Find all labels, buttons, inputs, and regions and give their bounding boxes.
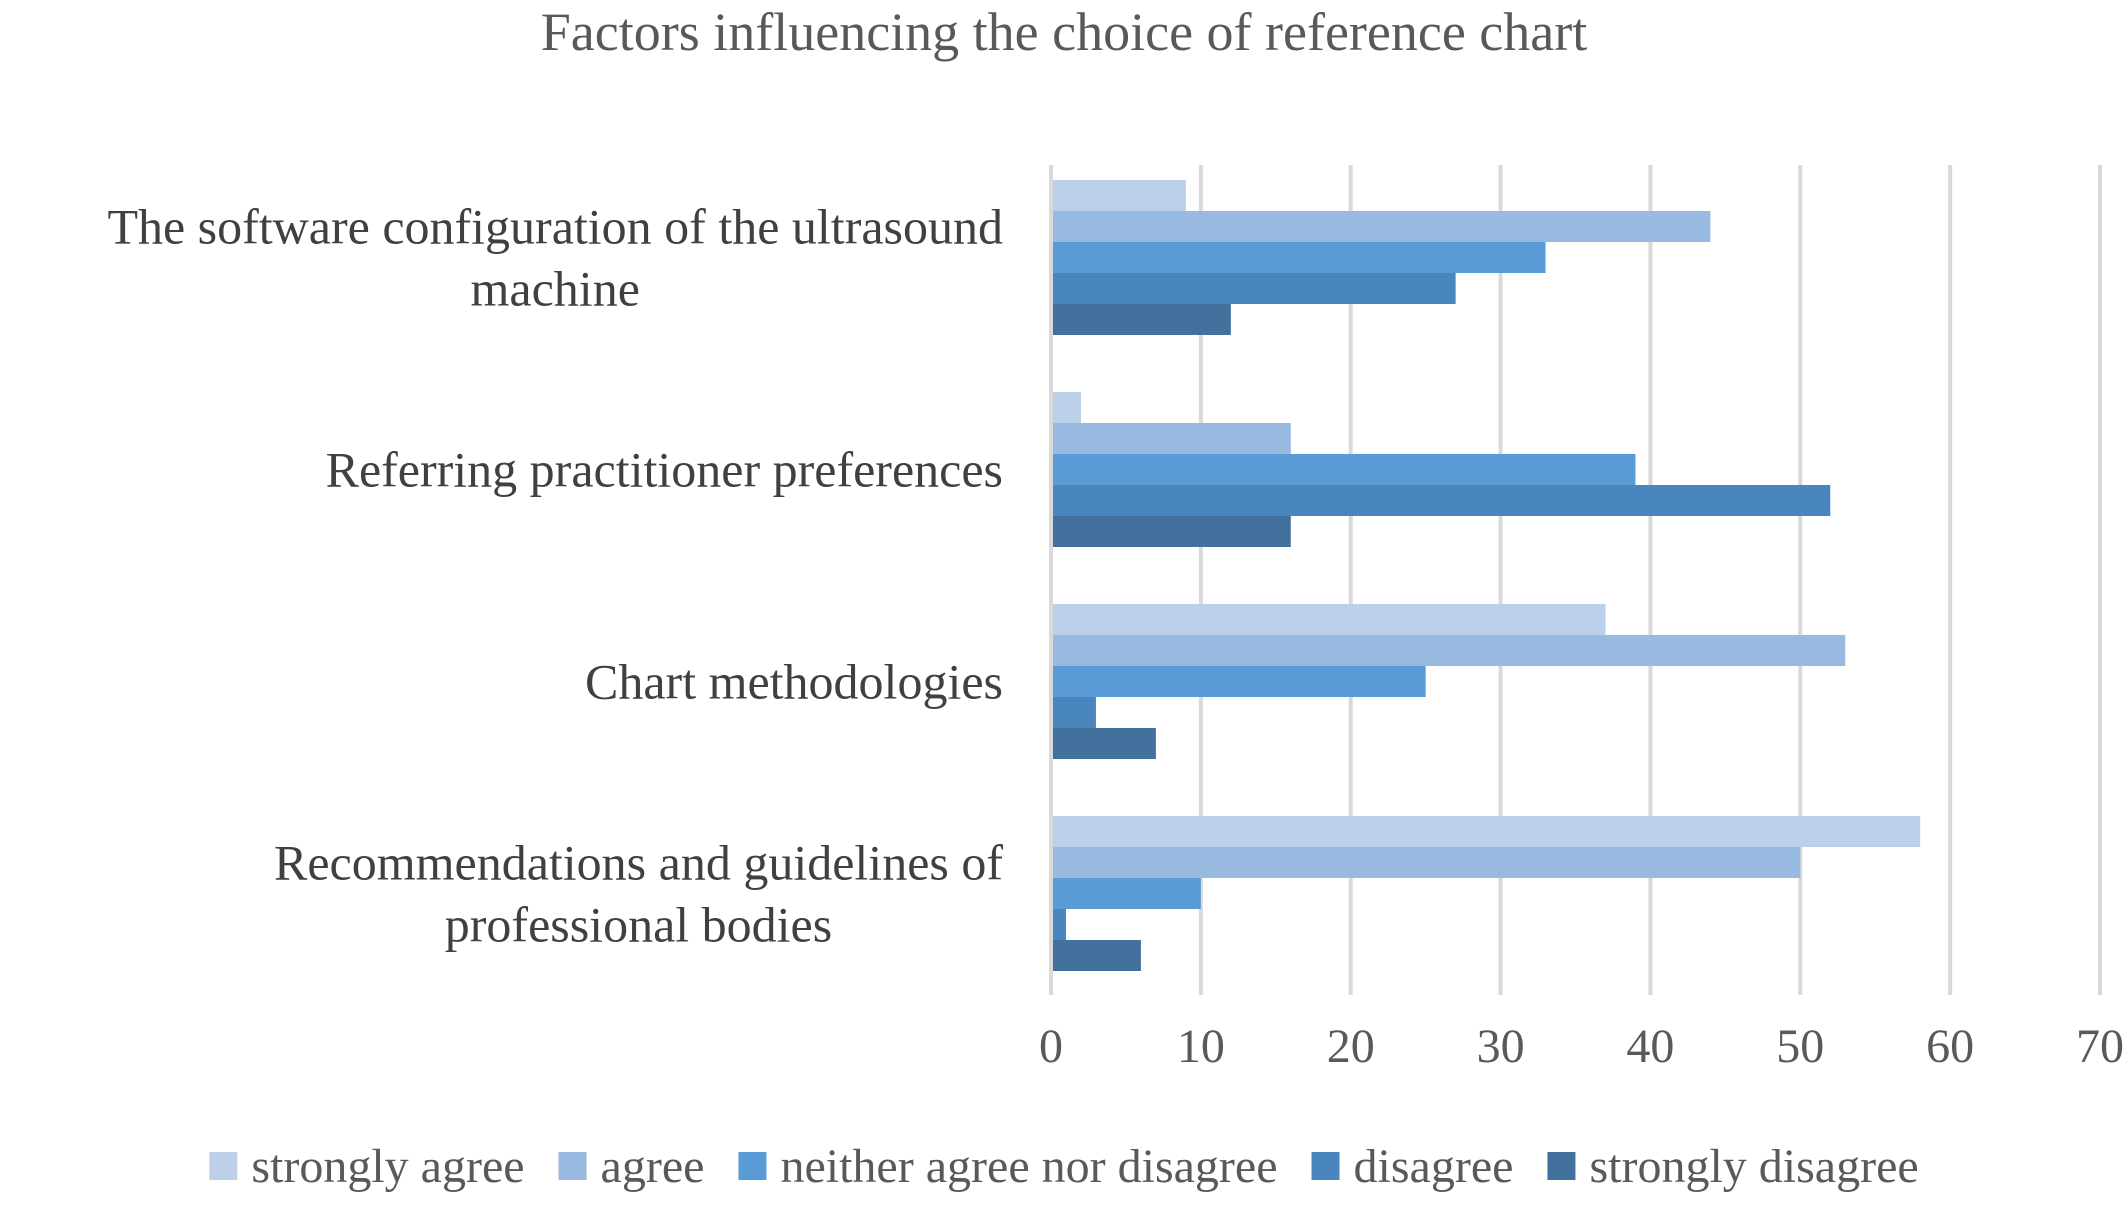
bar [1053, 635, 1846, 666]
x-tick-label: 50 [1776, 1020, 1824, 1073]
legend-label: strongly agree [251, 1140, 524, 1193]
bar [1053, 242, 1546, 273]
legend-item: strongly disagree [1547, 1140, 1919, 1193]
bar [1053, 697, 1096, 728]
x-tick-label: 0 [1039, 1020, 1063, 1073]
x-tick-label: 20 [1327, 1020, 1375, 1073]
x-tick-label: 60 [1926, 1020, 1974, 1073]
bar [1053, 666, 1426, 697]
category-label: Chart methodologies [585, 654, 1003, 710]
bar [1053, 211, 1711, 242]
x-tick-label: 30 [1477, 1020, 1525, 1073]
x-tick-label: 10 [1177, 1020, 1225, 1073]
legend-swatch [209, 1152, 238, 1180]
x-tick-label: 40 [1626, 1020, 1674, 1073]
legend-item: agree [558, 1140, 705, 1193]
category-label: The software configuration of the ultras… [107, 199, 1003, 255]
bar [1053, 392, 1081, 423]
category-label: machine [471, 261, 640, 317]
bar [1053, 909, 1066, 940]
legend-swatch [1547, 1152, 1576, 1180]
bar [1053, 878, 1201, 909]
bar [1053, 604, 1606, 635]
legend-item: disagree [1311, 1140, 1514, 1193]
bar [1053, 180, 1186, 211]
legend-swatch [558, 1152, 587, 1180]
x-tick-label: 70 [2076, 1020, 2124, 1073]
bar [1053, 940, 1141, 971]
category-label: Recommendations and guidelines of [274, 835, 1003, 891]
bar [1053, 516, 1291, 547]
bar [1053, 454, 1636, 485]
bar [1053, 728, 1156, 759]
category-labels: The software configuration of the ultras… [107, 199, 1003, 953]
category-label: professional bodies [445, 897, 832, 953]
bar [1053, 847, 1801, 878]
legend-label: disagree [1354, 1140, 1514, 1193]
bar [1053, 816, 1921, 847]
legend-item: strongly agree [209, 1140, 525, 1193]
bar [1053, 423, 1291, 454]
legend-label: agree [601, 1140, 705, 1193]
bar [1053, 304, 1231, 335]
legend: strongly agree agree neither agree nor dis… [209, 1140, 1919, 1193]
chart-title: Factors influencing the choice of refere… [541, 2, 1587, 62]
bars [1053, 180, 1921, 971]
category-label: Referring practitioner preferences [326, 442, 1003, 498]
x-axis-tick-labels: 0 10 20 30 40 50 60 70 [1039, 1020, 2124, 1073]
legend-swatch [738, 1152, 767, 1180]
legend-label: strongly disagree [1589, 1140, 1918, 1193]
bar [1053, 273, 1456, 304]
bar [1053, 485, 1831, 516]
legend-item: neither agree nor disagree [738, 1140, 1278, 1193]
legend-label: neither agree nor disagree [780, 1140, 1277, 1193]
legend-swatch [1311, 1152, 1340, 1180]
